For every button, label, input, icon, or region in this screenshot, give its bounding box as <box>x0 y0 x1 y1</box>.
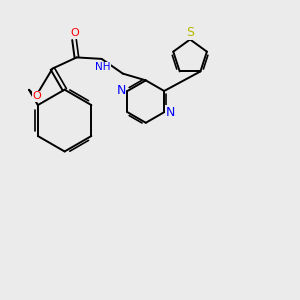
Text: S: S <box>186 26 194 40</box>
Text: N: N <box>116 85 126 98</box>
Text: O: O <box>70 28 79 38</box>
Text: O: O <box>33 92 42 101</box>
Text: NH: NH <box>95 62 111 72</box>
Text: N: N <box>166 106 175 119</box>
